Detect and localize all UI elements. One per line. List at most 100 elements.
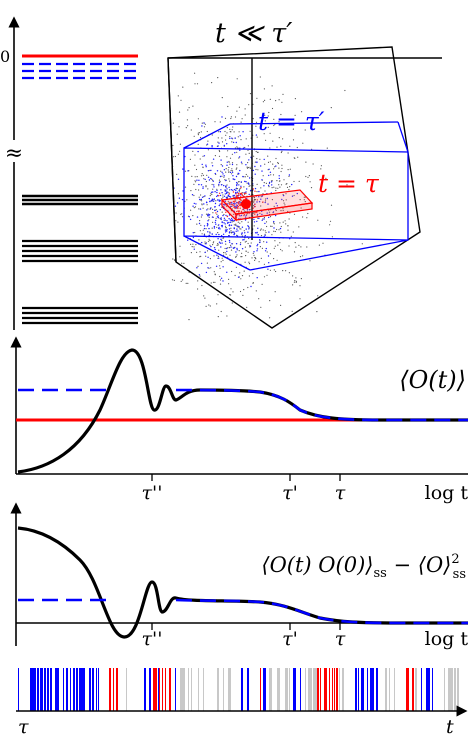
cloud-point [295,246,297,248]
cloud-point [235,193,237,195]
cloud-point [257,169,259,171]
cloud-point [253,155,255,157]
cloud-point [272,211,275,213]
barcode-stripe [313,668,315,711]
cloud-point [241,235,243,237]
cloud-point [264,230,266,232]
cloud-point [219,228,221,230]
cloud-point [215,219,217,222]
cloud-point [235,175,238,178]
cloud-point [207,231,209,233]
cloud-point [227,222,229,224]
cloud-point [225,227,227,229]
cloud-point [257,227,259,229]
cloud-point [215,200,217,202]
cloud-point [232,219,234,222]
barcode-stripe [223,668,224,711]
cloud-point [263,182,265,184]
cloud-point [287,169,289,171]
cloud-point [209,305,211,307]
cloud-point [230,205,232,208]
cloud-point [197,280,199,282]
cloud-point [208,267,210,269]
cloud-point [204,297,206,299]
cloud-point [274,245,276,247]
cloud-point [194,176,196,178]
cloud-point [307,212,309,215]
cloud-point [259,246,261,248]
cloud-point [226,188,228,190]
cloud-point [263,133,265,135]
cloud-point [247,251,249,253]
cloud-point [216,210,219,213]
cloud-point [196,179,198,181]
cloud-point [213,184,215,186]
cloud-point [273,247,275,249]
cloud-point [220,246,222,248]
cloud-point [234,206,236,209]
cloud-point [282,208,284,210]
cloud-point [232,291,234,293]
cloud-point [242,208,244,211]
cloud-point [224,204,226,206]
cloud-point [221,137,223,139]
cloud-point [218,227,220,230]
cloud-point [243,210,245,212]
cloud-point [190,129,192,131]
cloud-point [263,241,265,243]
cloud-point [254,199,256,201]
barcode-start-label: τ [18,716,29,738]
cloud-point [263,158,265,161]
cloud-point [197,134,199,136]
cloud-point [174,205,177,207]
cloud-point [214,221,216,224]
cloud-point [263,185,265,187]
cloud-point [256,158,258,160]
cloud-point [229,219,232,221]
barcode-stripe [42,668,43,711]
cloud-point [221,242,223,244]
cloud-point [193,202,195,205]
cloud-point [244,114,246,116]
cloud-point [233,188,236,191]
cloud-point [285,223,287,225]
cloud-point [201,200,203,202]
barcode-stripe [113,668,114,711]
cloud-point [299,285,301,287]
cloud-point [239,194,242,196]
cloud-point [237,221,239,223]
cloud-point [231,153,233,155]
cloud-point [200,198,203,201]
cloud-point [182,279,184,281]
cloud-point [288,218,290,220]
cloud-point [226,250,228,253]
cloud-point [192,205,194,207]
cloud-point [194,83,196,85]
cloud-point [252,282,254,284]
cloud-point [213,225,216,228]
cloud-point [272,163,274,165]
cloud-point [280,210,282,212]
cloud-point [293,251,296,253]
cloud-point [300,278,302,280]
cloud-point [252,207,254,209]
cloud-point [253,205,255,207]
cloud-point [197,118,199,120]
cloud-point [244,232,246,234]
cloud-point [276,180,278,182]
cloud-point [200,216,202,218]
cloud-point [223,175,225,177]
cloud-point [212,188,214,190]
cloud-point [219,194,222,197]
barcode-stripe [269,668,271,711]
cloud-point [236,247,238,250]
cloud-point [230,230,232,232]
cloud-point [197,265,199,267]
cloud-point [208,238,210,240]
cloud-point [198,239,200,241]
cloud-point [229,294,231,296]
cloud-point [186,119,188,121]
cloud-point [258,298,260,300]
barcode-stripe [242,668,243,711]
cloud-point [206,144,208,146]
